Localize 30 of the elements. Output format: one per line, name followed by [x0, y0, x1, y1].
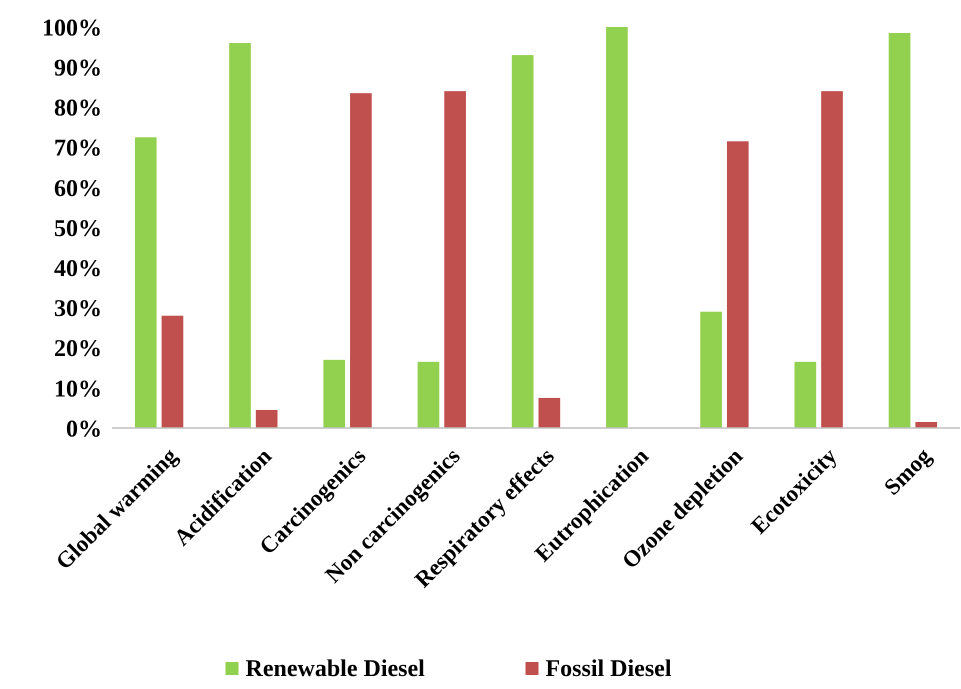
bar	[350, 93, 372, 428]
bar	[512, 55, 534, 428]
y-tick-label: 30%	[54, 296, 102, 322]
bar	[794, 362, 816, 428]
y-tick-label: 60%	[54, 176, 102, 202]
y-tick-label: 70%	[54, 136, 102, 162]
bar	[700, 312, 722, 428]
y-tick-label: 50%	[54, 216, 102, 242]
bar	[821, 91, 843, 428]
y-tick-label: 40%	[54, 256, 102, 282]
bar	[256, 410, 278, 428]
bar	[418, 362, 440, 428]
legend-label: Fossil Diesel	[546, 656, 672, 682]
bar	[915, 422, 938, 428]
y-tick-label: 10%	[54, 376, 102, 402]
y-tick-label: 0%	[66, 416, 102, 442]
legend-label: Renewable Diesel	[246, 656, 426, 682]
bar	[444, 91, 466, 428]
bar	[162, 316, 184, 428]
y-tick-label: 100%	[42, 15, 102, 42]
y-tick-label: 80%	[54, 96, 102, 122]
bar	[606, 27, 628, 428]
bar	[229, 43, 251, 428]
y-tick-label: 20%	[54, 336, 102, 362]
bar	[323, 360, 346, 428]
bar	[538, 398, 560, 428]
bar	[134, 137, 157, 428]
bar	[726, 141, 749, 428]
y-tick-label: 90%	[54, 56, 102, 82]
bar	[888, 33, 910, 428]
